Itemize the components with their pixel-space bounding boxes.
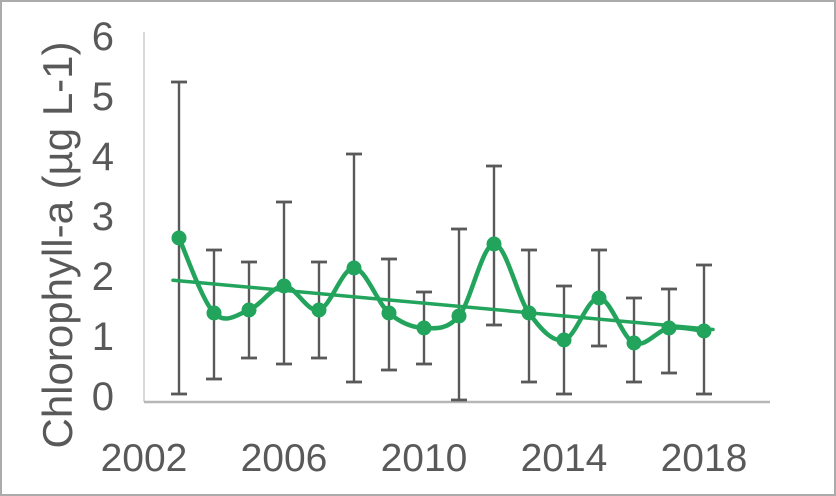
data-point-marker (486, 236, 502, 252)
y-axis-tick-label: 1 (92, 315, 114, 359)
y-axis-tick-label: 2 (92, 255, 114, 299)
data-point-marker (206, 305, 222, 321)
data-point-marker (591, 290, 607, 306)
data-line-group (176, 235, 707, 347)
trend-line (171, 278, 715, 332)
markers-group (171, 230, 712, 351)
trend-line-group (171, 278, 715, 332)
data-point-marker (626, 335, 642, 351)
data-point-marker (416, 320, 432, 336)
data-point-marker (241, 302, 257, 318)
data-point-marker (171, 230, 187, 246)
data-point-marker (451, 308, 467, 324)
x-axis-tick-label: 2006 (241, 437, 328, 480)
y-axis-title: Chlorophyll-a (µg L-1) (34, 41, 81, 448)
data-line (176, 235, 707, 347)
y-axis-tick-label: 5 (92, 75, 114, 119)
y-axis-tick-label: 4 (92, 135, 114, 179)
data-point-marker (521, 305, 537, 321)
x-axis-tick-label: 2014 (521, 437, 608, 480)
error-bars-group (171, 80, 712, 402)
data-point-marker (556, 332, 572, 348)
x-axis-tick-label: 2002 (101, 437, 188, 480)
y-axis-tick-labels: 0 1 2 3 4 5 6 (92, 15, 114, 419)
data-point-marker (311, 302, 327, 318)
y-axis-tick-label: 3 (92, 195, 114, 239)
x-axis-tick-labels: 2002 2006 2010 2014 2018 (101, 437, 748, 480)
y-axis-tick-label: 6 (92, 15, 114, 59)
y-axis-tick-label: 0 (92, 375, 114, 419)
x-axis-tick-label: 2018 (661, 437, 748, 480)
data-point-marker (346, 260, 362, 276)
data-point-marker (661, 320, 677, 336)
data-point-marker (276, 278, 292, 294)
data-point-marker (381, 305, 397, 321)
x-axis-tick-label: 2010 (381, 437, 468, 480)
data-point-marker (696, 323, 712, 339)
